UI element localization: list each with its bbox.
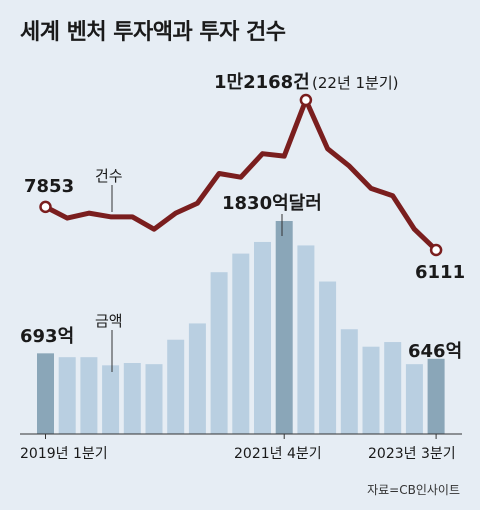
amount-start-label: 693억 [20,326,74,347]
amount-bar [384,342,402,434]
amount-bar [405,364,423,434]
amount-bar [123,363,141,434]
amount-bar [254,241,271,434]
amount-bar [275,221,293,434]
amount-bar [188,323,206,434]
count-peak-label: 1만2168건 [214,72,310,93]
count-point-marker [39,200,52,214]
amount-bar [340,329,358,434]
amount-bar [427,358,445,434]
x-tick-label: 2019년 1분기 [20,446,108,462]
chart-title: 세계 벤처 투자액과 투자 건수 [20,20,286,45]
amount-bar [167,339,185,434]
amount-bar [145,364,163,434]
amount-bar [232,253,250,434]
count-point-marker [429,243,443,257]
count-series-label: 건수 [95,167,123,185]
amount-end-label: 646억 [408,341,462,362]
count-line [43,97,439,253]
amount-bar [297,245,315,434]
amount-peak-label: 1830억달러 [222,193,322,214]
x-tick-label: 2023년 3분기 [368,446,456,462]
amount-bar [362,346,380,434]
amount-series-label: 금액 [95,312,123,330]
count-end-label: 6111 [415,262,465,283]
amount-bar [80,357,98,434]
amount-bar [210,272,228,434]
amount-bar [102,365,120,434]
amount-bar [58,357,76,434]
source-note: 자료=CB인사이트 [367,483,460,497]
amount-bar [319,281,337,434]
count-start-label: 7853 [24,176,74,197]
count-point-marker [299,93,313,107]
x-tick-label: 2021년 4분기 [234,446,322,462]
count-peak-note: (22년 1분기) [312,74,399,92]
amount-bar [37,353,54,434]
